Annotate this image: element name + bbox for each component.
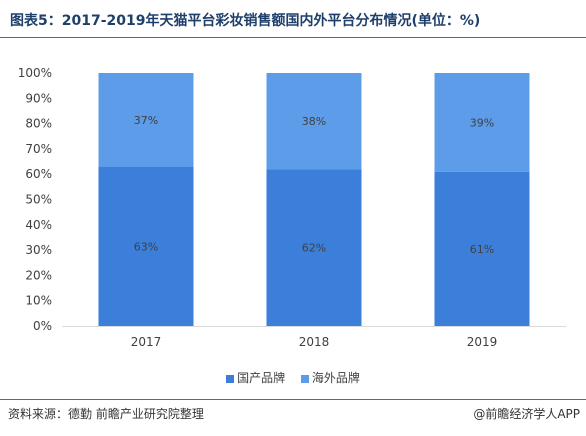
legend-label-foreign: 海外品牌 xyxy=(311,371,360,385)
y-tick-label: 20% xyxy=(25,268,52,282)
bar-segment-domestic xyxy=(266,169,362,326)
x-tick-label: 2017 xyxy=(131,335,162,349)
legend-item-foreign: 海外品牌 xyxy=(300,369,360,386)
y-tick-label: 50% xyxy=(25,193,52,207)
legend-item-domestic: 国产品牌 xyxy=(226,369,285,386)
bar-value-label: 63% xyxy=(134,240,158,253)
bar-value-label: 61% xyxy=(470,243,494,256)
y-tick-label: 10% xyxy=(25,294,52,308)
bar-value-label: 38% xyxy=(302,115,326,128)
bar-segment-foreign xyxy=(434,73,530,172)
y-tick-label: 30% xyxy=(25,243,52,257)
chart-title: 图表5：2017-2019年天猫平台彩妆销售额国内外平台分布情况(单位：%) xyxy=(10,13,481,29)
y-tick-label: 0% xyxy=(33,319,52,333)
bar-value-label: 37% xyxy=(134,114,158,127)
y-tick-label: 70% xyxy=(25,142,52,156)
stacked-bar-chart: 0% 10% 20% 30% 40% 50% 60% 70% 80% 90% 100% 63% 37% 2… xyxy=(18,66,566,349)
bar-segment-foreign xyxy=(266,73,362,170)
legend-label-domestic: 国产品牌 xyxy=(237,371,286,385)
source-note: 资料来源：德勤 前瞻产业研究院整理 xyxy=(8,407,204,421)
bar-value-label: 39% xyxy=(470,116,494,129)
y-tick-label: 40% xyxy=(25,218,52,232)
bar-segment-domestic xyxy=(98,166,194,326)
x-tick-label: 2019 xyxy=(467,335,498,349)
title-divider xyxy=(0,37,586,38)
brand-credit: @前瞻经济学人APP xyxy=(473,407,580,421)
bar-value-label: 62% xyxy=(302,242,326,255)
legend: 国产品牌 海外品牌 xyxy=(0,369,586,386)
legend-swatch-foreign xyxy=(300,374,309,383)
legend-swatch-domestic xyxy=(226,374,235,383)
x-tick-label: 2018 xyxy=(299,335,330,349)
footer-divider xyxy=(0,399,586,400)
y-tick-label: 80% xyxy=(25,117,52,131)
y-tick-label: 100% xyxy=(18,66,52,80)
y-tick-label: 60% xyxy=(25,167,52,181)
y-tick-label: 90% xyxy=(25,91,52,105)
bar-segment-foreign xyxy=(98,73,194,167)
bar-segment-domestic xyxy=(434,171,530,326)
